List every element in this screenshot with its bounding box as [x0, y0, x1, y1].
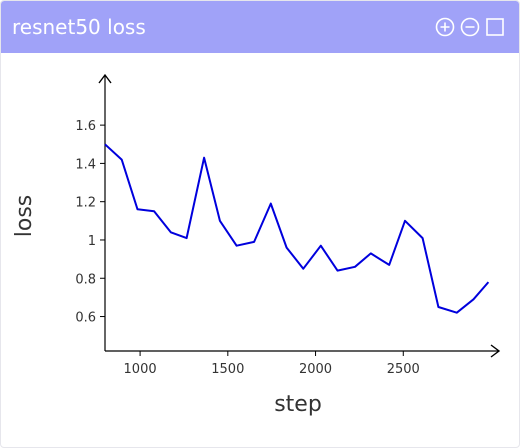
- y-ticks: 0.6 0.8 1 1.2 1.4 1.6: [75, 119, 105, 326]
- maximize-icon[interactable]: [485, 17, 505, 37]
- x-tick-label: 2500: [387, 362, 420, 377]
- x-tick-label: 2000: [299, 362, 332, 377]
- panel-title: resnet50 loss: [12, 15, 146, 39]
- zoom-out-icon[interactable]: [460, 17, 480, 37]
- y-axis-label: loss: [12, 195, 37, 238]
- y-tick-label: 1: [88, 234, 96, 249]
- y-tick-label: 0.8: [75, 272, 96, 287]
- zoom-in-icon[interactable]: [435, 17, 455, 37]
- panel-header: resnet50 loss: [1, 1, 519, 53]
- chart-axes: [98, 73, 501, 358]
- y-tick-label: 1.4: [75, 157, 96, 172]
- y-tick-label: 0.6: [75, 311, 96, 326]
- loss-series-line: [104, 143, 490, 314]
- x-axis-label: step: [274, 392, 322, 417]
- x-ticks: 1000 1500 2000 2500: [124, 351, 420, 377]
- y-tick-label: 1.6: [75, 119, 96, 134]
- loss-chart: 1000 1500 2000 2500 0.6 0.8 1 1.2 1.4 1.6 step l…: [12, 73, 501, 417]
- x-axis-arrow: [490, 344, 501, 358]
- y-tick-label: 1.2: [75, 196, 96, 211]
- x-tick-label: 1000: [124, 362, 157, 377]
- x-tick-label: 1500: [211, 362, 244, 377]
- panel-controls: [435, 17, 505, 37]
- y-axis-arrow: [98, 73, 112, 84]
